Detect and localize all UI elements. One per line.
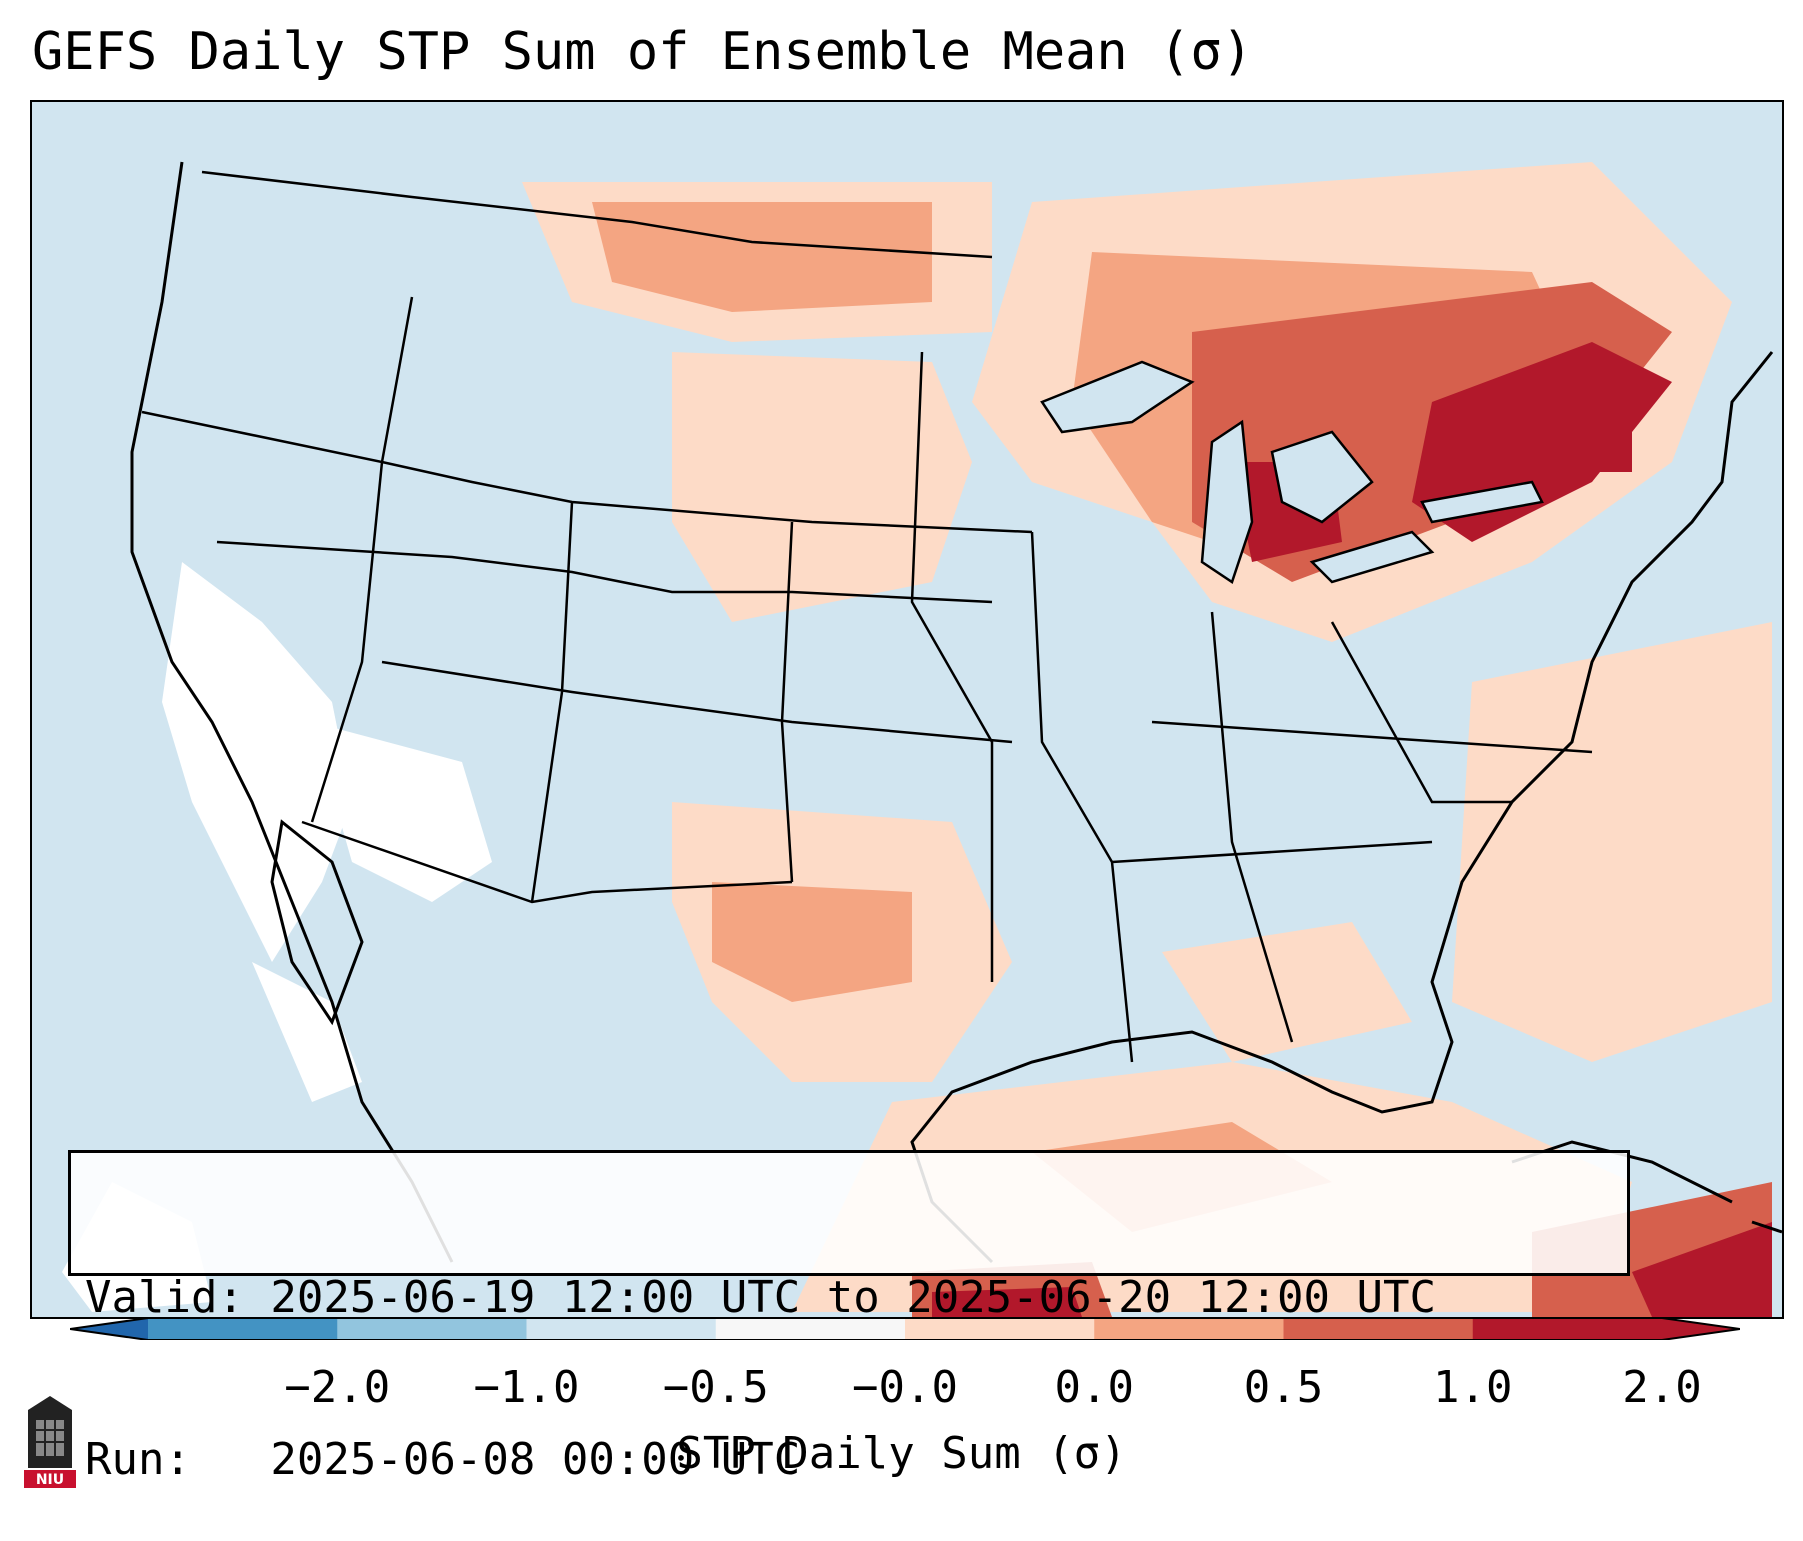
colorbar-segment xyxy=(1283,1318,1474,1340)
colorbar-tick-label: −1.0 xyxy=(473,1362,580,1413)
colorbar-segment xyxy=(1094,1318,1284,1340)
coastlines xyxy=(130,161,1774,1264)
niu-logo: NIU xyxy=(24,1396,76,1488)
colorbar-tick-label: −2.0 xyxy=(284,1362,391,1413)
colorbar-tick-label: 0.0 xyxy=(1054,1362,1134,1413)
colorbar xyxy=(70,1318,1740,1340)
colorbar-segment xyxy=(526,1318,717,1340)
colorbar-tick-label: −0.5 xyxy=(662,1362,769,1413)
colorbar-tick-label: 2.0 xyxy=(1622,1362,1702,1413)
great-lakes xyxy=(1040,360,1544,584)
colorbar-segment xyxy=(1472,1318,1663,1340)
page-title: GEFS Daily STP Sum of Ensemble Mean (σ) xyxy=(32,22,1253,82)
colorbar-segment xyxy=(148,1318,338,1340)
svg-text:NIU: NIU xyxy=(36,1472,64,1488)
state-borders xyxy=(141,170,1593,1063)
colorbar-tick-label: −0.0 xyxy=(852,1362,958,1413)
colorbar-label: STP Daily Sum (σ) xyxy=(676,1428,1127,1479)
colorbar-segment xyxy=(905,1318,1095,1340)
valid-time-text: Valid: 2025-06-19 12:00 UTC to 2025-06-2… xyxy=(85,1272,1437,1323)
colorbar-segment xyxy=(337,1318,527,1340)
colorbar-extend-low xyxy=(70,1318,148,1340)
validity-info-box: Valid: 2025-06-19 12:00 UTC to 2025-06-2… xyxy=(68,1150,1630,1485)
colorbar-tick-label: 1.0 xyxy=(1433,1362,1513,1413)
map-panel[interactable] xyxy=(30,100,1784,1319)
run-time-text: Run: 2025-06-08 00:00 UTC xyxy=(85,1434,801,1485)
colorbar-segment xyxy=(715,1318,906,1340)
colorbar-extend-high xyxy=(1662,1318,1740,1340)
colorbar-tick-label: 0.5 xyxy=(1243,1362,1324,1413)
map-canvas xyxy=(62,161,1782,1317)
